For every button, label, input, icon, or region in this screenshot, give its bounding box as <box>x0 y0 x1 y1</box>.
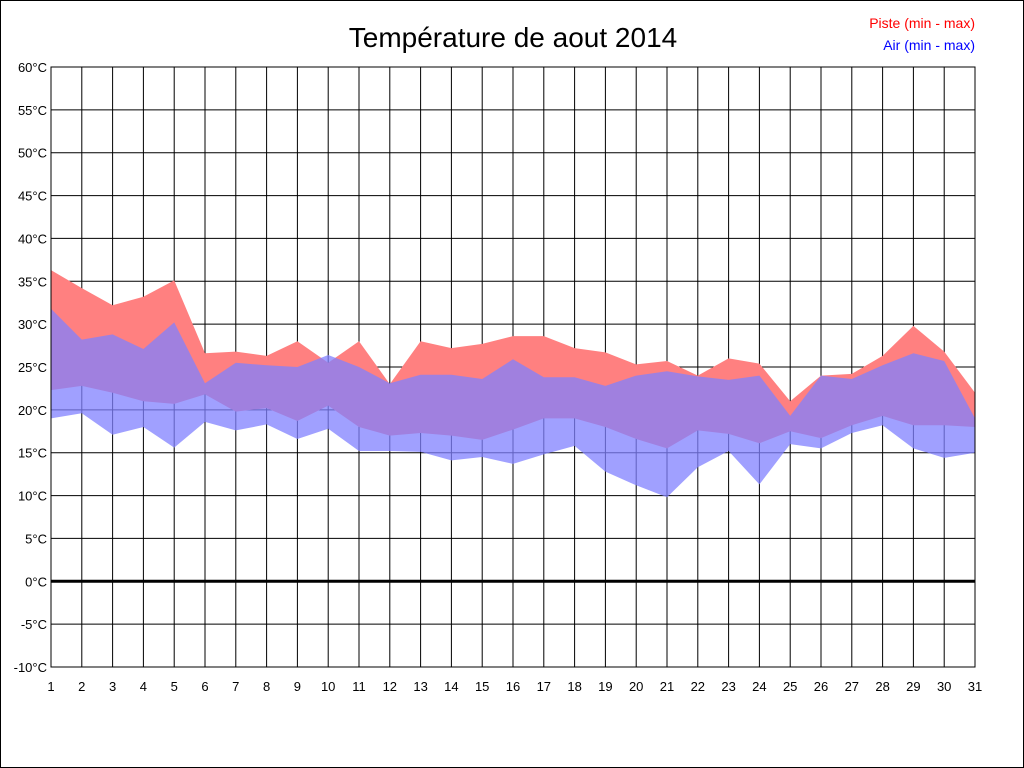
x-tick-label: 20 <box>629 679 643 694</box>
y-tick-label: -10°C <box>14 660 47 675</box>
x-tick-label: 1 <box>47 679 54 694</box>
x-tick-label: 19 <box>598 679 612 694</box>
y-tick-label: 25°C <box>18 360 47 375</box>
y-tick-label: 55°C <box>18 103 47 118</box>
x-tick-label: 29 <box>906 679 920 694</box>
x-tick-label: 30 <box>937 679 951 694</box>
y-tick-label: 40°C <box>18 231 47 246</box>
x-tick-label: 2 <box>78 679 85 694</box>
axes <box>50 66 976 668</box>
x-tick-label: 10 <box>321 679 335 694</box>
x-tick-label: 13 <box>413 679 427 694</box>
y-tick-label: 35°C <box>18 274 47 289</box>
x-tick-label: 3 <box>109 679 116 694</box>
y-tick-label: 60°C <box>18 60 47 75</box>
y-tick-label: 30°C <box>18 317 47 332</box>
x-tick-label: 8 <box>263 679 270 694</box>
legend-entry: Piste (min - max) <box>869 15 975 31</box>
x-tick-labels: 1 2 3 4 5 6 7 8 9 10 11 12 13 14 15 16 17 18 19 20 21 22 23 24 2… <box>47 679 982 694</box>
x-tick-label: 14 <box>444 679 458 694</box>
x-tick-label: 15 <box>475 679 489 694</box>
x-tick-label: 28 <box>875 679 889 694</box>
x-tick-label: 24 <box>752 679 766 694</box>
x-tick-label: 7 <box>232 679 239 694</box>
x-tick-label: 22 <box>691 679 705 694</box>
y-tick-label: 0°C <box>25 574 47 589</box>
x-tick-label: 11 <box>352 679 366 694</box>
x-tick-label: 9 <box>294 679 301 694</box>
x-tick-label: 18 <box>567 679 581 694</box>
y-tick-label: 10°C <box>18 489 47 504</box>
x-tick-label: 6 <box>201 679 208 694</box>
x-tick-label: 23 <box>721 679 735 694</box>
y-tick-label: 20°C <box>18 403 47 418</box>
x-tick-label: 25 <box>783 679 797 694</box>
x-tick-label: 16 <box>506 679 520 694</box>
legend-entry: Air (min - max) <box>883 37 975 53</box>
legend: Piste (min - max) Air (min - max) <box>869 15 975 53</box>
x-tick-label: 26 <box>814 679 828 694</box>
x-tick-label: 4 <box>140 679 147 694</box>
plot-border <box>50 66 976 668</box>
area-air <box>51 308 975 498</box>
chart-title: Température de aout 2014 <box>349 22 677 53</box>
y-tick-labels: -10°C -5°C 0°C 5°C 10°C 15°C 20°C 25°C 30°C 35°C 4… <box>14 60 47 675</box>
x-tick-label: 31 <box>968 679 982 694</box>
x-tick-label: 27 <box>845 679 859 694</box>
series-areas <box>51 270 975 498</box>
x-tick-label: 21 <box>660 679 674 694</box>
y-tick-label: 45°C <box>18 189 47 204</box>
y-tick-label: 50°C <box>18 146 47 161</box>
x-tick-label: 5 <box>171 679 178 694</box>
y-tick-label: -5°C <box>21 617 47 632</box>
y-tick-label: 15°C <box>18 446 47 461</box>
x-tick-label: 17 <box>537 679 551 694</box>
y-tick-label: 5°C <box>25 531 47 546</box>
x-tick-label: 12 <box>383 679 397 694</box>
